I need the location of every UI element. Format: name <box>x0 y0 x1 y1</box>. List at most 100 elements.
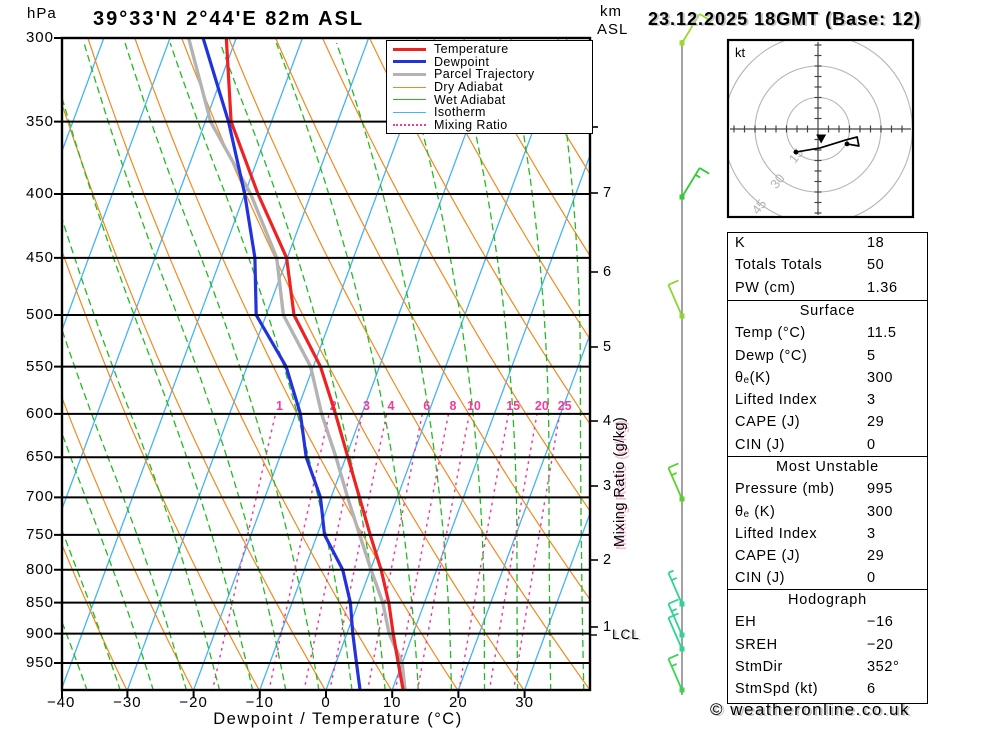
legend-item-label: Dewpoint <box>434 54 490 69</box>
dry-adiabat-line <box>275 38 590 601</box>
legend-item: Temperature <box>393 42 588 56</box>
wet-adiabat-line <box>62 431 154 690</box>
table-row-label: CAPE (J) <box>735 548 801 565</box>
table-row-label: Totals Totals <box>735 257 823 274</box>
pressure-tick-label: 400 <box>25 184 54 202</box>
wet-adiabat-line <box>62 528 121 690</box>
table-row: θₑ(K) 300 <box>728 368 927 390</box>
table-row-label: EH <box>735 614 757 631</box>
legend-item: Dry Adiabat <box>393 80 588 94</box>
legend-item: Dewpoint <box>393 54 588 69</box>
storm-motion-marker <box>816 134 827 144</box>
x-axis-title: Dewpoint / Temperature (°C) <box>213 710 463 728</box>
mixing-ratio-value-label: 8 <box>450 399 457 413</box>
table-row: CAPE (J) 29 <box>728 412 927 434</box>
table-row: PW (cm) 1.36 <box>728 278 927 300</box>
temp-tick-label: −20 <box>179 694 208 711</box>
legend-item: Wet Adiabat <box>393 92 588 107</box>
table-row-label: CIN (J) <box>735 436 786 453</box>
table-row-label: Dewp (°C) <box>735 347 808 364</box>
wind-barb-icon <box>667 653 685 693</box>
mixing-ratio-line <box>394 414 450 690</box>
isotherm-line <box>391 153 590 690</box>
wind-barb-icon <box>679 13 710 46</box>
table-row: CIN (J) 0 <box>728 435 927 457</box>
legend-item-label: Wet Adiabat <box>434 92 506 107</box>
temp-tick-label: 30 <box>515 694 534 711</box>
km-axis-unit: km <box>600 3 622 20</box>
table-row: Temp (°C) 11.5 <box>728 323 927 345</box>
wet-adiabat-line <box>597 43 617 691</box>
table-row-value: 29 <box>867 548 885 565</box>
legend-item-label: Isotherm <box>434 105 486 120</box>
table-row-value: 11.5 <box>867 325 897 342</box>
legend-line-swatch <box>393 86 426 88</box>
wet-adiabat-line <box>219 42 386 690</box>
table-section-header: Most Unstable <box>775 459 880 475</box>
table-row-label: SREH <box>735 636 778 653</box>
wet-adiabat-line <box>275 42 419 690</box>
dry-adiabat-line <box>321 38 590 513</box>
temp-tick-label: 10 <box>382 694 402 711</box>
legend-line-swatch <box>393 123 426 126</box>
legend-line-swatch <box>393 47 426 51</box>
table-row: K 18 <box>728 233 927 255</box>
pressure-tick-label: 300 <box>25 29 54 46</box>
mixing-ratio-value-label: 20 <box>535 399 549 413</box>
dry-adiabat-line <box>368 38 590 426</box>
km-tick-label: 6 <box>603 264 613 280</box>
page-title: 39°33'N 2°44'E 82m ASL <box>93 8 365 30</box>
dry-adiabat-line <box>62 102 326 690</box>
hodograph-frame <box>726 38 915 219</box>
mixing-ratio-value-label: 15 <box>506 399 520 413</box>
stats-table-hodograph: Hodograph EH −16 SREH −20 StmDir 352° StmSpd (k… <box>727 589 928 704</box>
mixing-ratio-axis-label: Mixing Ratio (g/kg) <box>612 416 628 547</box>
table-row-label: StmSpd (kt) <box>735 681 819 698</box>
stats-table-most-unstable: Most Unstable Pressure (mb) 995 θₑ (K) 300 Li… <box>727 456 928 591</box>
wind-barb-icon <box>667 612 685 652</box>
hodograph-unit-label: kt <box>735 45 746 60</box>
legend-item-label: Parcel Trajectory <box>434 67 535 82</box>
table-row-label: θₑ(K) <box>735 369 771 386</box>
temp-tick-label: 20 <box>449 694 468 711</box>
pressure-tick-label: 800 <box>25 560 54 578</box>
legend-item: Parcel Trajectory <box>393 67 588 82</box>
table-row: Dewp (°C) 5 <box>728 346 927 368</box>
table-row-value: 50 <box>867 257 885 274</box>
table-row: CAPE (J) 29 <box>728 546 927 568</box>
temp-tick-label: −30 <box>113 694 142 711</box>
table-section-header: Surface <box>799 303 856 319</box>
wind-barb-icon <box>667 569 685 607</box>
dry-adiabat-line <box>462 38 590 257</box>
dry-adiabat-line <box>62 543 128 690</box>
chart-legend: Temperature Dewpoint Parcel Trajectory Dry … <box>386 40 593 135</box>
dry-adiabat-line <box>228 38 590 690</box>
mixing-ratio-line <box>512 414 561 690</box>
pressure-tick-label: 550 <box>25 357 54 375</box>
isotherm-line <box>62 38 237 511</box>
mixing-ratio-value-label: 6 <box>423 399 430 413</box>
legend-item: Mixing Ratio <box>393 118 588 132</box>
table-row: Lifted Index 3 <box>728 390 927 412</box>
wind-barb-icon <box>679 167 710 200</box>
isotherm-line <box>457 332 590 690</box>
mixing-ratio-line <box>416 414 470 690</box>
mixing-ratio-line <box>329 414 388 690</box>
table-row-value: −20 <box>867 636 894 653</box>
km-tick-label: 5 <box>603 339 613 355</box>
table-row-value: 18 <box>867 235 885 251</box>
table-row-label: Pressure (mb) <box>735 481 835 498</box>
mixing-ratio-value-label: 1 <box>276 399 283 413</box>
table-row-label: Temp (°C) <box>735 325 806 342</box>
table-row-value: 1.36 <box>867 279 898 296</box>
table-row: θₑ (K) 300 <box>728 502 927 524</box>
mixing-ratio-value-label: 25 <box>558 399 572 413</box>
asl-axis-unit: ASL <box>597 21 629 38</box>
copyright-label: © weatheronline.co.uk <box>710 700 910 719</box>
table-row-value: 3 <box>867 525 876 542</box>
mixing-ratio-line <box>458 414 509 690</box>
mixing-ratio-value-label: 4 <box>388 399 395 413</box>
mixing-ratio-line <box>268 414 330 690</box>
table-row: CIN (J) 0 <box>728 568 927 590</box>
